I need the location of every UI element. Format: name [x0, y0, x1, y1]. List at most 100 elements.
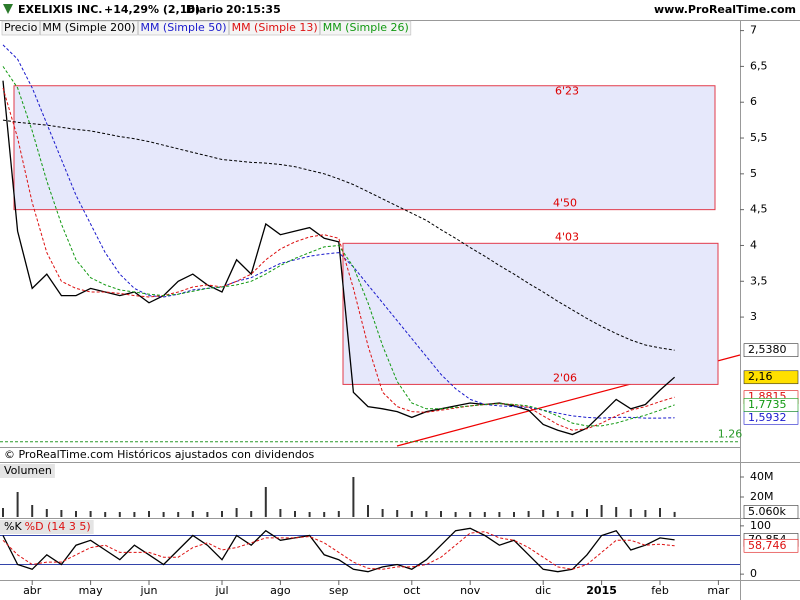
volume-bar	[644, 510, 647, 517]
x-tick-label: ago	[270, 584, 291, 597]
up-icon	[3, 4, 13, 14]
y-tick-label: 4	[750, 238, 757, 251]
zone-label: 2'06	[553, 371, 577, 384]
volume-bar	[221, 511, 223, 517]
legend-box	[138, 20, 229, 36]
volume-bar	[31, 505, 34, 517]
volume-bar	[381, 509, 384, 517]
x-tick-label: oct	[403, 584, 421, 597]
last-value-text: 5.060k	[748, 505, 786, 518]
last-value-label: 2,5380	[743, 343, 799, 357]
y-tick-label: 5	[750, 167, 757, 180]
last-value-label: 1,5932	[743, 411, 799, 425]
volume-bar	[629, 509, 632, 517]
volume-bar	[542, 510, 545, 517]
volume-bar	[600, 505, 603, 517]
volume-bar	[133, 512, 136, 517]
volume-bar	[498, 512, 501, 517]
legend-box	[320, 20, 412, 36]
zone-box	[13, 85, 716, 211]
legend-text: Volumen	[4, 464, 52, 477]
x-tick-label: 2015	[586, 584, 617, 597]
last-value-text: 1,5932	[748, 411, 787, 424]
volume-bar	[352, 477, 355, 517]
y-tick-label: 40M	[750, 470, 774, 483]
volume-bar	[527, 511, 530, 517]
x-tick-label: dic	[535, 584, 551, 597]
change-text: +14,29% (2,16)	[104, 3, 200, 16]
volume-bar	[294, 511, 296, 517]
volume-bar	[16, 492, 19, 517]
series-line	[2, 80, 676, 436]
last-value-box	[743, 398, 799, 412]
x-tick-label: may	[79, 584, 103, 597]
y-tick-label: 20M	[750, 490, 774, 503]
legend-text: Precio	[4, 21, 38, 34]
legend-box	[229, 20, 321, 36]
x-tick-label: abr	[23, 584, 42, 597]
y-tick-label: 7	[750, 24, 757, 37]
period-text: Diario	[186, 3, 224, 16]
x-tick-label: feb	[651, 584, 669, 597]
zone-label: 4'03	[555, 230, 579, 243]
last-value-text: 2,5380	[748, 343, 787, 356]
volume-bar	[45, 509, 48, 517]
series-line	[2, 119, 675, 351]
legend-text: %K	[4, 520, 22, 533]
volume-bar	[337, 511, 340, 517]
volume-bar	[469, 512, 472, 517]
last-value-box	[743, 505, 799, 519]
support-label: 1.26	[718, 428, 743, 441]
volume-bar	[60, 510, 63, 517]
last-value-box	[743, 538, 799, 553]
zone-box	[342, 242, 719, 385]
legend-text: %D (14 3 5)	[25, 520, 91, 533]
panel-header-box	[0, 464, 55, 478]
volume-bar	[118, 512, 121, 517]
volume-bar	[177, 512, 180, 517]
time-text: 20:15:35	[226, 3, 281, 16]
volume-bar	[367, 505, 369, 517]
series-line	[2, 531, 675, 570]
volume-bar	[148, 511, 150, 517]
volume-bar	[440, 511, 442, 517]
volume-bar	[410, 511, 413, 517]
series-line	[2, 87, 675, 431]
volume-bar	[396, 510, 399, 517]
volume-bar	[235, 508, 238, 517]
last-value-label: 58,746	[743, 538, 799, 553]
volume-bar	[75, 511, 77, 517]
last-value-text: 1,7735	[748, 398, 787, 411]
x-tick-label: jul	[214, 584, 228, 597]
last-value-label: 2,16	[743, 370, 799, 385]
volume-bar	[250, 511, 253, 517]
header-bar	[0, 0, 800, 20]
source-text: www.ProRealTime.com	[654, 3, 796, 16]
legend-text: MM (Simple 200)	[42, 21, 135, 34]
last-value-box	[743, 343, 799, 357]
footnote: © ProRealTime.com Históricos ajustados c…	[4, 448, 315, 461]
x-tick-label: mar	[707, 584, 729, 597]
volume-bar	[104, 512, 107, 517]
volume-bar	[89, 511, 92, 517]
zone-label: 6'23	[555, 85, 579, 98]
legend-box	[40, 20, 138, 36]
volume-bar	[586, 509, 588, 517]
legend-item: MM (Simple 26)	[320, 20, 412, 36]
last-value-box	[743, 370, 799, 385]
volume-bar	[483, 512, 486, 517]
series-line	[2, 527, 675, 573]
volume-bar	[323, 512, 326, 517]
legend-item: MM (Simple 13)	[229, 20, 321, 36]
x-tick-label: jun	[140, 584, 158, 597]
series-line	[2, 44, 675, 419]
y-tick-label: 6,5	[750, 59, 768, 72]
y-tick-label: 0	[750, 567, 757, 580]
legend-text: MM (Simple 50)	[140, 21, 226, 34]
volume-bar	[513, 512, 515, 517]
volume-bar	[191, 511, 194, 517]
series-line	[2, 66, 675, 427]
legend-item: Precio	[1, 20, 40, 36]
volume-bar	[264, 487, 267, 517]
